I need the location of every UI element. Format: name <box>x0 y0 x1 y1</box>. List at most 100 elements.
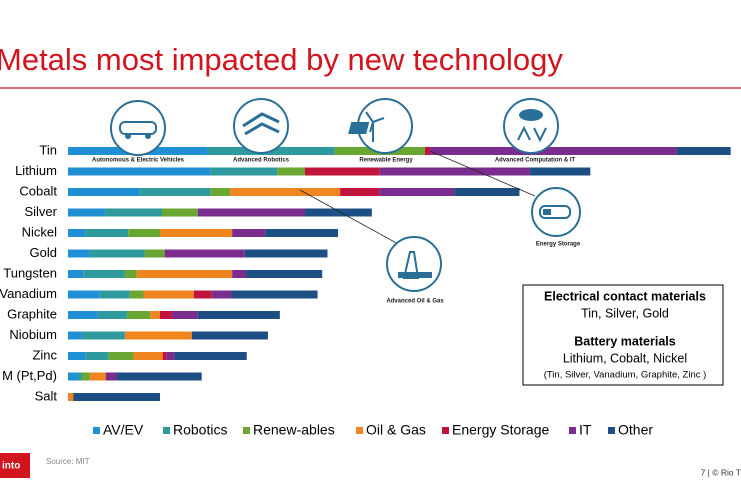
legend-swatch <box>608 427 615 434</box>
bar-segment <box>230 188 341 196</box>
bar-segment <box>304 208 372 217</box>
category-label: Vanadium <box>0 286 57 301</box>
callout-note: (Tin, Silver, Vanadium, Graphite, Zinc ) <box>544 370 707 381</box>
bar-segment <box>68 311 98 319</box>
category-label: Silver <box>24 204 57 219</box>
icon: Energy Storage <box>531 187 581 248</box>
connector <box>429 150 536 197</box>
category-label: Zinc <box>32 347 57 362</box>
callout-text: Tin, Silver, Gold <box>581 306 669 320</box>
bar-segment <box>160 229 233 237</box>
category-label: Graphite <box>7 306 57 321</box>
bar-segment <box>77 372 82 381</box>
callout-box <box>522 284 724 386</box>
icon: Renewable Energy <box>348 98 413 164</box>
icon: Autonomous & Electric Vehicles <box>92 100 185 164</box>
bar-segment <box>68 249 90 258</box>
legend-swatch <box>243 427 250 434</box>
plot: Tin Lithium Cobalt Silver Nickel Gold Tungsten… <box>0 142 731 403</box>
category-label: Tungsten <box>3 265 57 280</box>
bar-segment <box>232 270 247 278</box>
bar-segment <box>191 331 268 340</box>
bar-segment <box>97 311 127 319</box>
source: Source: MIT <box>46 457 90 466</box>
legend-label: Other <box>618 422 653 438</box>
bar-segment <box>68 188 141 196</box>
legend-swatch <box>163 427 170 434</box>
callout-heading: Battery materials <box>574 334 675 348</box>
bar-segment <box>162 208 198 217</box>
category-label: Cobalt <box>19 183 57 198</box>
bar-segment <box>676 147 731 155</box>
category-label: Tin <box>39 142 57 157</box>
legend-label: AV/EV <box>103 422 144 438</box>
bar-segment <box>143 290 194 299</box>
legend-swatch <box>93 427 100 434</box>
bar-segment <box>68 229 86 237</box>
legend-label: Robotics <box>173 422 227 438</box>
bar-segment <box>265 229 339 237</box>
callout-text: Lithium, Cobalt, Nickel <box>563 351 687 365</box>
bar-segment <box>105 372 117 381</box>
bar-segment <box>81 372 90 381</box>
bar-segment <box>210 167 278 176</box>
legend-label: Oil & Gas <box>366 422 426 438</box>
bar-segment <box>424 147 431 155</box>
legend-label: Energy Storage <box>452 422 549 438</box>
bar-segment <box>68 331 82 340</box>
bar-segment <box>68 393 74 401</box>
bar-segment <box>68 290 100 299</box>
bar-segment <box>140 188 211 196</box>
legend-swatch <box>569 427 576 434</box>
bar-segment <box>85 229 129 237</box>
bar-segment <box>133 352 163 360</box>
bar-segment <box>231 290 318 299</box>
logo-box <box>0 453 30 478</box>
bar-segment <box>174 352 247 360</box>
category-label: Lithium <box>15 163 57 178</box>
icon: Advanced Oil & Gas <box>386 236 444 305</box>
legend-label: Renew-ables <box>253 422 335 438</box>
bar-segment <box>136 270 233 278</box>
bar-segment <box>68 167 211 176</box>
icon-label: Advanced Oil & Gas <box>386 299 444 305</box>
bar-segment <box>150 311 161 319</box>
icon-label: Renewable Energy <box>359 158 413 164</box>
icon: Advanced Robotics <box>233 98 290 164</box>
bar-segment <box>246 270 323 278</box>
bar-segment <box>105 208 163 217</box>
bar-segment <box>68 352 86 360</box>
icon-label: Advanced Computation & IT <box>495 158 576 164</box>
bar-segment <box>193 290 212 299</box>
bar-segment <box>124 270 137 278</box>
icon-label: Energy Storage <box>536 242 581 248</box>
bar-segment <box>277 167 305 176</box>
callout-heading: Electrical contact materials <box>544 289 706 303</box>
legend-label: IT <box>579 422 592 438</box>
legend: AV/EV Robotics Renew-ables Oil & Gas Energy … <box>93 422 653 438</box>
bar-segment <box>68 372 78 381</box>
bar-segment <box>85 352 109 360</box>
bar-segment <box>108 352 134 360</box>
bar-segment <box>83 270 125 278</box>
legend-swatch <box>356 427 363 434</box>
bar-segment <box>210 188 231 196</box>
legend-swatch <box>442 427 449 434</box>
bar-segment <box>340 188 380 196</box>
bar-segment <box>116 372 202 381</box>
bar-segment <box>211 290 232 299</box>
bar-segment <box>68 270 84 278</box>
bar-segment <box>144 249 165 258</box>
icon: Advanced Computation & IT <box>495 98 576 164</box>
bar-segment <box>171 311 198 319</box>
bar-segment <box>454 188 520 196</box>
bar-segment <box>68 208 106 217</box>
bar-segment <box>166 352 175 360</box>
logo: into <box>2 461 20 472</box>
slide-title: Metals most impacted by new technology <box>0 42 563 77</box>
bar-segment <box>128 229 161 237</box>
bar-segment <box>126 311 151 319</box>
bar-segment <box>244 249 328 258</box>
